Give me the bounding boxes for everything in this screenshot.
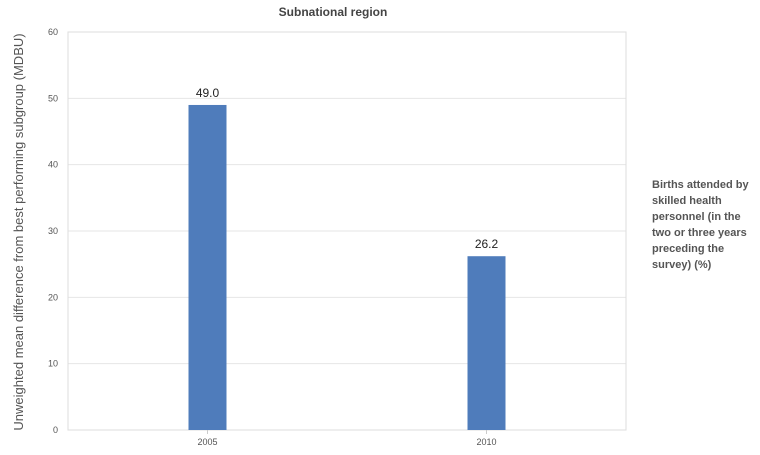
data-label-2010: 26.2 [475, 237, 499, 251]
y-tick-label: 30 [48, 226, 58, 236]
bar-2010[interactable] [467, 256, 506, 430]
x-tick-label: 2010 [476, 437, 496, 447]
y-tick-label: 60 [48, 27, 58, 37]
bar-2005[interactable] [188, 104, 227, 430]
legend-series-label: Births attended by skilled health person… [652, 179, 749, 271]
y-tick-label: 0 [53, 425, 58, 435]
x-tick-label: 2005 [197, 437, 217, 447]
gridlines [68, 31, 626, 431]
y-tick-label: 20 [48, 292, 58, 302]
chart-title: Subnational region [279, 5, 388, 19]
bars [188, 104, 506, 430]
x-axis-ticks: 2005 2010 [197, 430, 497, 447]
y-axis-label: Unweighted mean difference from best per… [11, 33, 26, 430]
y-axis-ticks: 0 10 20 30 40 50 60 [48, 27, 58, 435]
data-labels: 49.0 26.2 [196, 86, 499, 251]
y-tick-label: 40 [48, 160, 58, 170]
plot-area-border [67, 31, 627, 431]
y-tick-label: 50 [48, 93, 58, 103]
y-tick-label: 10 [48, 359, 58, 369]
data-label-2005: 49.0 [196, 86, 220, 100]
